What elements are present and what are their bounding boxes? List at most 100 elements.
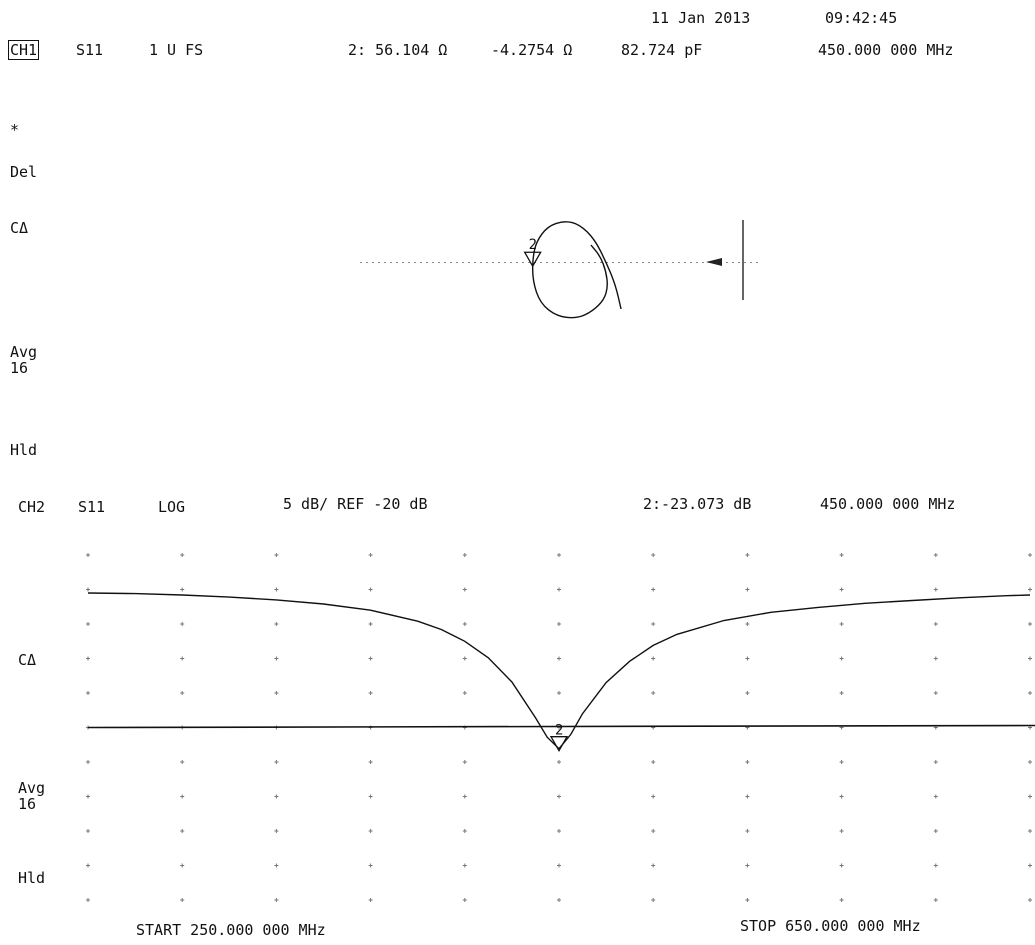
ch2-label[interactable]: CH2 bbox=[18, 498, 46, 516]
smith-axis-dot bbox=[630, 262, 632, 263]
smith-axis-dot bbox=[426, 262, 428, 263]
smith-axis-dot bbox=[618, 262, 620, 263]
smith-axis-dot bbox=[462, 262, 464, 263]
smith-axis-dot bbox=[444, 262, 446, 263]
smith-axis-dot bbox=[684, 262, 686, 263]
smith-axis-dot bbox=[588, 262, 590, 263]
smith-axis-dot bbox=[756, 262, 758, 263]
smith-axis-dot bbox=[510, 262, 512, 263]
smith-axis-dot bbox=[468, 262, 470, 263]
ch2-hold-annotation: Hld bbox=[18, 869, 46, 887]
smith-axis-dot bbox=[678, 262, 680, 263]
ch1-marker-freq: 450.000 000 MHz bbox=[818, 41, 954, 59]
smith-chart: 2 bbox=[360, 220, 758, 319]
smith-axis-dot bbox=[726, 262, 728, 263]
smith-axis-dot bbox=[504, 262, 506, 263]
log-marker-2-label: 2 bbox=[555, 723, 563, 739]
smith-axis-dot bbox=[486, 262, 488, 263]
smith-axis-dot bbox=[576, 262, 578, 263]
smith-edge-arrow bbox=[706, 258, 722, 266]
time-readout: 09:42:45 bbox=[825, 9, 898, 27]
smith-axis-dot bbox=[396, 262, 398, 263]
smith-axis-dot bbox=[402, 262, 404, 263]
ch2-format: LOG bbox=[158, 498, 186, 516]
ch1-hold-annotation: Hld bbox=[10, 441, 38, 459]
smith-axis-dot bbox=[408, 262, 410, 263]
smith-axis-dot bbox=[528, 262, 530, 263]
smith-axis-dot bbox=[480, 262, 482, 263]
ch2-param: S11 bbox=[78, 498, 106, 516]
smith-axis-dot bbox=[660, 262, 662, 263]
smith-axis-dot bbox=[564, 262, 566, 263]
ch1-avg-annotation: Avg bbox=[10, 343, 38, 361]
ch2-avg-annotation: Avg bbox=[18, 779, 46, 797]
ch1-del-annotation: Del bbox=[10, 163, 38, 181]
smith-axis-dot bbox=[540, 262, 542, 263]
log-magnitude-plot: 2 bbox=[86, 553, 1035, 902]
smith-axis-dot bbox=[360, 262, 362, 263]
smith-axis-dot bbox=[636, 262, 638, 263]
ch2-scale: 5 dB/ REF -20 dB bbox=[283, 495, 428, 513]
date-readout: 11 Jan 2013 bbox=[651, 9, 751, 27]
smith-axis-dot bbox=[606, 262, 608, 263]
smith-trace bbox=[531, 221, 622, 319]
smith-axis-dot bbox=[732, 262, 734, 263]
smith-axis-dot bbox=[672, 262, 674, 263]
smith-axis-dot bbox=[420, 262, 422, 263]
smith-axis-dot bbox=[492, 262, 494, 263]
smith-axis-dot bbox=[696, 262, 698, 263]
smith-axis-dot bbox=[750, 262, 752, 263]
smith-axis-dot bbox=[744, 262, 746, 263]
smith-axis-dot bbox=[516, 262, 518, 263]
ch1-label[interactable]: CH1 bbox=[8, 40, 40, 60]
ch1-marker-readout: 2: 56.104 Ω bbox=[348, 41, 448, 59]
ch2-avg-count: 16 bbox=[18, 795, 37, 813]
smith-axis-dot bbox=[552, 262, 554, 263]
smith-axis-dot bbox=[642, 262, 644, 263]
ch2-cal-annotation: CΔ bbox=[18, 651, 37, 669]
smith-axis-dot bbox=[384, 262, 386, 263]
smith-axis-dot bbox=[690, 262, 692, 263]
ch2-marker-freq: 450.000 000 MHz bbox=[820, 495, 956, 513]
smith-axis-dot bbox=[372, 262, 374, 263]
smith-axis-dot bbox=[624, 262, 626, 263]
smith-axis-dot bbox=[390, 262, 392, 263]
smith-axis-dot bbox=[498, 262, 500, 263]
ch1-format: 1 U FS bbox=[149, 41, 204, 59]
smith-axis-dot bbox=[666, 262, 668, 263]
ch1-cal-annotation: CΔ bbox=[10, 219, 29, 237]
smith-axis-dot bbox=[654, 262, 656, 263]
smith-axis-dot bbox=[648, 262, 650, 263]
smith-axis-dot bbox=[738, 262, 740, 263]
log-marker-2 bbox=[549, 736, 569, 753]
smith-axis-dot bbox=[378, 262, 380, 263]
ch2-start-frequency: START 250.000 000 MHz bbox=[136, 921, 326, 939]
smith-axis-dot bbox=[522, 262, 524, 263]
ch2-marker-readout: 2:-23.073 dB bbox=[643, 495, 752, 513]
ch2-stop-frequency: STOP 650.000 000 MHz bbox=[740, 917, 921, 935]
reference-line bbox=[87, 724, 1035, 729]
smith-axis-dot bbox=[474, 262, 476, 263]
smith-axis-dot bbox=[432, 262, 434, 263]
smith-axis-dot bbox=[570, 262, 572, 263]
smith-axis-dot bbox=[558, 262, 560, 263]
ch1-reactance: -4.2754 Ω bbox=[491, 41, 573, 59]
smith-axis-dot bbox=[612, 262, 614, 263]
ch1-star-annotation: * bbox=[10, 121, 20, 139]
ch1-param: S11 bbox=[76, 41, 104, 59]
smith-axis-dot bbox=[438, 262, 440, 263]
smith-marker-2 bbox=[523, 251, 542, 268]
log-trace bbox=[87, 592, 1031, 750]
smith-axis-dot bbox=[456, 262, 458, 263]
ch1-avg-count: 16 bbox=[10, 359, 29, 377]
smith-marker-2-label: 2 bbox=[529, 237, 537, 253]
ch1-active-box: CH1 bbox=[8, 40, 40, 60]
smith-axis-dot bbox=[366, 262, 368, 263]
smith-axis-dot bbox=[594, 262, 596, 263]
smith-axis-dot bbox=[600, 262, 602, 263]
smith-axis-dot bbox=[546, 262, 548, 263]
smith-axis-dot bbox=[582, 262, 584, 263]
smith-axis-dot bbox=[702, 262, 704, 263]
ch1-capacitance: 82.724 pF bbox=[621, 41, 703, 59]
